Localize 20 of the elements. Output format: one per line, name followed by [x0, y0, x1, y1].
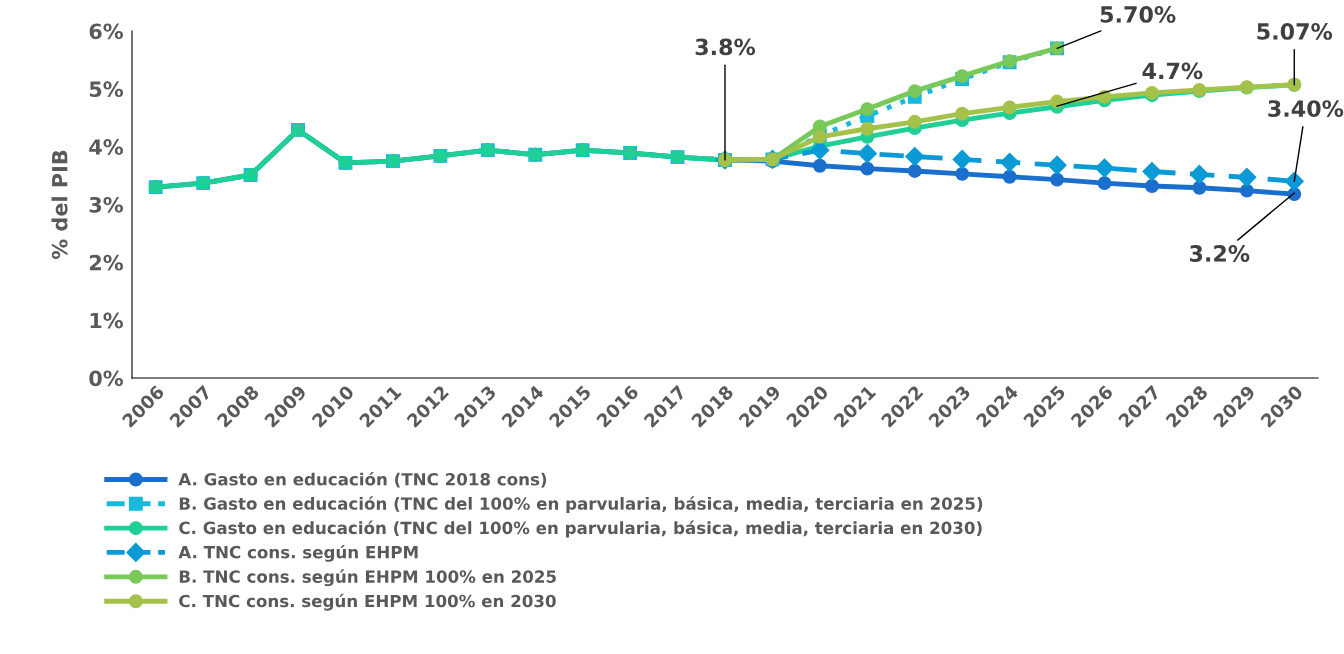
annotation: 3.40%	[1268, 100, 1344, 117]
y-tick-label: 3%	[89, 196, 123, 213]
y-tick-label: 4%	[89, 139, 123, 155]
y-tick-label: 6%	[89, 23, 123, 40]
legend-label: B. Gasto en educación (TNC del 100% en parvularia, básica, media, terciaria en 2025)	[179, 496, 983, 514]
annotation: 5.70%	[1100, 6, 1176, 23]
legend-label: C. TNC cons. según EHPM 100% en 2030	[179, 593, 556, 611]
annotation: 5.07%	[1257, 23, 1333, 40]
y-tick-label: 0%	[89, 370, 123, 387]
legend-label: A. Gasto en educación (TNC 2018 cons)	[178, 472, 547, 488]
y-axis-title: % del PIB	[51, 150, 68, 260]
legend-label: A. TNC cons. según EHPM	[178, 544, 418, 562]
legend-label: C. Gasto en educación (TNC del 100% en parvularia, básica, media, terciaria en 2030)	[179, 520, 982, 538]
annotation: 3.8%	[695, 38, 756, 56]
y-tick-label: 2%	[89, 254, 123, 271]
annotation: 3.2%	[1189, 245, 1250, 262]
legend-label: B. TNC cons. según EHPM 100% en 2025	[179, 569, 556, 587]
y-tick-label: 5%	[89, 81, 123, 98]
y-tick-label: 1%	[90, 312, 123, 329]
annotation: 4.7%	[1142, 62, 1203, 80]
